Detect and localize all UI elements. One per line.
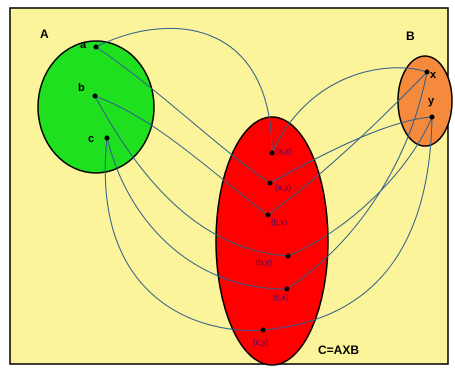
pair-cy-label: (c,y) xyxy=(253,338,269,347)
pair-cx-label: (c,x) xyxy=(273,293,289,302)
dot-pair-ay xyxy=(267,180,273,186)
dot-a xyxy=(93,44,99,50)
element-y-label: y xyxy=(428,95,435,107)
dot-y xyxy=(429,114,435,120)
pair-ay-label: (a,y) xyxy=(275,183,291,192)
element-c-label: c xyxy=(88,133,94,145)
curve-x-to-pair-ax xyxy=(271,67,428,154)
element-a-label: a xyxy=(80,39,87,51)
dot-pair-ax xyxy=(269,150,275,156)
curve-a-to-pair-ay xyxy=(95,46,271,184)
dot-pair-cx xyxy=(284,286,290,292)
mapping-curves xyxy=(94,27,433,331)
element-dots xyxy=(92,44,435,333)
set-b-label: B xyxy=(406,29,415,43)
curve-x-to-pair-bx xyxy=(267,71,428,216)
curve-y-to-pair-cy xyxy=(262,116,433,331)
set-c-ellipse xyxy=(215,116,329,366)
curve-c-to-pair-cx xyxy=(106,137,288,290)
dot-pair-by xyxy=(285,253,291,259)
curve-y-to-pair-ay xyxy=(269,116,433,184)
curve-b-to-pair-bx xyxy=(94,95,269,216)
curve-c-to-pair-cy xyxy=(104,137,264,331)
pair-by-label: (b,y) xyxy=(256,258,272,267)
dot-x xyxy=(424,69,430,75)
curve-y-to-pair-by xyxy=(287,116,433,257)
set-a-ellipse xyxy=(37,40,155,174)
dot-b xyxy=(92,93,98,99)
dot-pair-cy xyxy=(260,327,266,333)
pair-ax-label: (a,x) xyxy=(276,147,292,156)
curve-b-to-pair-by xyxy=(94,95,289,257)
element-b-label: b xyxy=(78,82,85,94)
curve-x-to-pair-cx xyxy=(286,71,428,290)
curve-a-to-pair-ax xyxy=(95,27,273,154)
dot-pair-bx xyxy=(265,212,271,218)
set-c-label: C=AXB xyxy=(318,343,359,357)
element-x-label: x xyxy=(430,69,437,81)
pair-bx-label: (b,x) xyxy=(271,218,287,227)
dot-c xyxy=(104,135,110,141)
set-a-label: A xyxy=(40,27,49,41)
